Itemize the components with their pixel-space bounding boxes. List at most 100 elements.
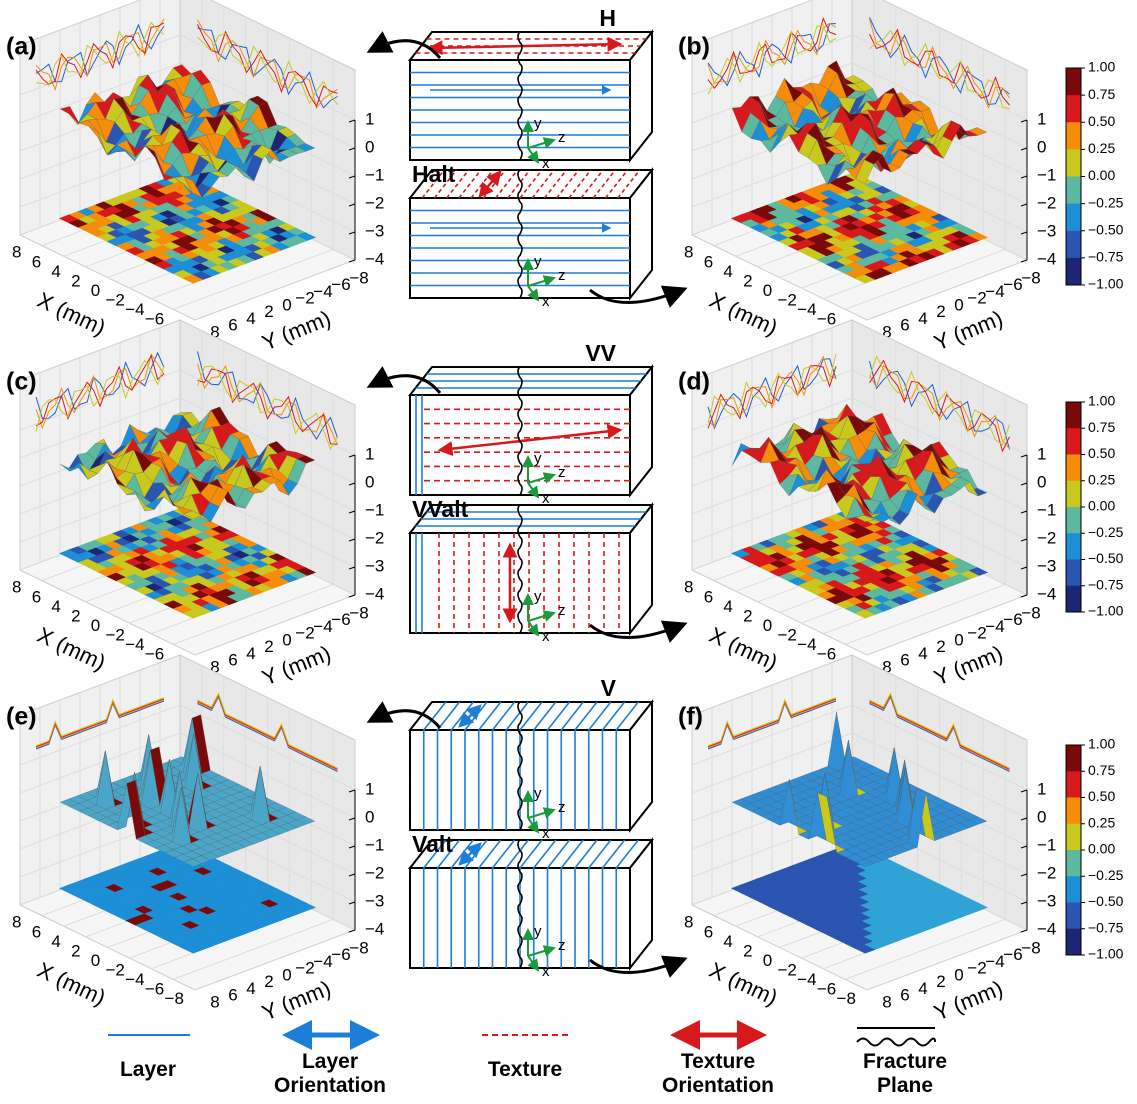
colorbar-segment — [1066, 122, 1081, 150]
y-tick-label: 4 — [246, 979, 255, 998]
y-tick-label: 6 — [900, 651, 909, 670]
x-tick-label: −6 — [145, 310, 164, 329]
legend-fracture-wave — [857, 1039, 935, 1046]
x-tick-label: 0 — [91, 951, 100, 970]
x-tick-label: 8 — [12, 243, 21, 262]
colorbar-segment — [1066, 428, 1081, 455]
colorbar-segment — [1066, 68, 1081, 96]
z-tick-label: −3 — [1037, 891, 1056, 910]
y-tick-label: 4 — [246, 309, 255, 328]
panel-label: (c) — [6, 368, 37, 396]
y-tick-label: −8 — [349, 268, 368, 287]
colorbar-tick-label: 1.00 — [1088, 59, 1115, 75]
triad-label: z — [558, 602, 566, 619]
y-tick-label: −4 — [985, 617, 1004, 636]
specimen-label: Valt — [412, 831, 453, 857]
colorbar-segment — [1066, 798, 1081, 825]
z-tick-label: −3 — [1037, 556, 1056, 575]
colorbar-tick-label: 0.50 — [1088, 445, 1115, 461]
y-tick-label: −4 — [985, 952, 1004, 971]
y-tick-label: −8 — [1021, 938, 1040, 957]
colorbar-tick-label: 1.00 — [1088, 393, 1115, 409]
y-tick-label: 0 — [954, 295, 963, 314]
y-tick-label: −2 — [295, 289, 314, 308]
x-tick-label: −2 — [777, 626, 796, 645]
z-tick-label: 0 — [365, 137, 374, 156]
triad-label: y — [534, 588, 542, 605]
y-tick-label: 4 — [918, 309, 927, 328]
specimen-block: yzx — [410, 505, 652, 645]
z-tick-label: −4 — [1037, 919, 1056, 938]
triad-label: y — [534, 115, 542, 132]
x-tick-label: 8 — [684, 913, 693, 932]
z-tick-label: −4 — [365, 919, 384, 938]
x-tick-label: −2 — [105, 291, 124, 310]
y-tick-label: 8 — [210, 992, 219, 1011]
y-tick-label: −2 — [967, 959, 986, 978]
z-tick-label: 0 — [1037, 137, 1046, 156]
colorbar-tick-label: 0.25 — [1088, 471, 1115, 487]
x-tick-label: −8 — [837, 989, 856, 1008]
z-tick-label: −1 — [365, 835, 384, 854]
x-tick-label: −6 — [817, 310, 836, 329]
panel-label: (e) — [6, 703, 37, 731]
y-tick-label: 8 — [882, 992, 891, 1011]
specimen-label: Halt — [412, 161, 456, 187]
colorbar-tick-label: −1.00 — [1088, 946, 1124, 962]
z-tick-label: −1 — [365, 165, 384, 184]
y-tick-label: 2 — [264, 972, 273, 991]
y-tick-label: −8 — [1021, 268, 1040, 287]
y-tick-label: −2 — [967, 289, 986, 308]
x-tick-label: 0 — [763, 951, 772, 970]
x-tick-label: 4 — [723, 597, 732, 616]
colorbar-segment — [1066, 586, 1081, 613]
colorbar-segment — [1066, 455, 1081, 482]
specimen-label: H — [599, 5, 616, 31]
colorbar-tick-label: 0.75 — [1088, 762, 1115, 778]
x-tick-label: 6 — [32, 252, 41, 271]
surface-panel: 10−1−2−3−486420−2−4−6−886420−2−4−6−8X (m… — [684, 655, 1056, 1025]
y-tick-label: 6 — [228, 316, 237, 335]
colorbar-tick-label: −0.25 — [1088, 524, 1124, 540]
colorbar-tick-label: 0.25 — [1088, 140, 1115, 156]
x-tick-label: 6 — [704, 587, 713, 606]
y-tick-label: 0 — [282, 295, 291, 314]
specimen-block: yzx — [410, 170, 652, 310]
triad-label: y — [534, 923, 542, 940]
triad-label: y — [534, 450, 542, 467]
z-tick-label: 0 — [365, 472, 374, 491]
colorbar-tick-label: −0.50 — [1088, 221, 1124, 237]
z-tick-label: −3 — [365, 891, 384, 910]
colorbar-segment — [1066, 507, 1081, 534]
x-tick-label: −6 — [817, 980, 836, 999]
z-tick-label: −3 — [1037, 221, 1056, 240]
colorbar-segment — [1066, 481, 1081, 508]
specimen-block: yzx — [410, 840, 652, 980]
z-tick-label: −2 — [1037, 528, 1056, 547]
z-tick-label: −4 — [365, 584, 384, 603]
x-tick-label: 4 — [51, 597, 60, 616]
y-tick-label: −6 — [1003, 275, 1022, 294]
figure: 10−1−2−3−486420−2−4−6−886420−2−4−6−8X (m… — [0, 0, 1137, 1104]
x-tick-label: −6 — [145, 645, 164, 664]
specimen-label: V — [601, 675, 617, 701]
y-tick-label: 4 — [246, 644, 255, 663]
colorbar-tick-label: −0.75 — [1088, 576, 1124, 592]
z-tick-label: 1 — [1037, 444, 1046, 463]
z-tick-label: 1 — [1037, 779, 1046, 798]
colorbar-segment — [1066, 876, 1081, 903]
surface-panel: 10−1−2−3−486420−2−4−6−886420−2−4−6−8X (m… — [12, 320, 384, 690]
y-tick-label: −8 — [1021, 603, 1040, 622]
specimen-label: VV — [585, 340, 616, 366]
x-tick-label: 2 — [743, 271, 752, 290]
triad-label: z — [558, 937, 566, 954]
colorbar-tick-label: 0.50 — [1088, 788, 1115, 804]
x-tick-label: −4 — [797, 635, 816, 654]
x-tick-label: 8 — [684, 578, 693, 597]
x-tick-label: 4 — [51, 262, 60, 281]
x-tick-label: 0 — [91, 616, 100, 635]
x-tick-label: 0 — [763, 616, 772, 635]
y-tick-label: −8 — [349, 603, 368, 622]
